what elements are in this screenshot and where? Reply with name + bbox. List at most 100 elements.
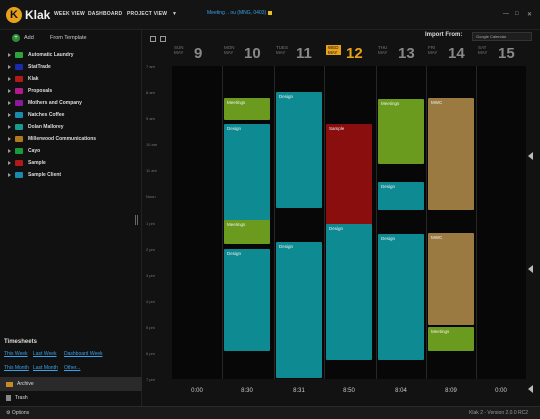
version-text: Klak 2 - Version 2.0.0 RC2 <box>469 410 528 416</box>
calendar-event[interactable]: Meetings <box>378 99 424 164</box>
expand-arrow-icon[interactable] <box>8 101 11 105</box>
calendar-event[interactable]: Design <box>224 124 270 230</box>
project-item[interactable]: StatTrade <box>8 61 138 73</box>
time-label: 1 pm <box>146 220 155 226</box>
nav-project-view[interactable]: PROJECT VIEW <box>127 11 168 17</box>
day-header[interactable]: MON MAY 10 <box>222 44 272 66</box>
calendar-event[interactable]: Design <box>224 249 270 351</box>
app-logo: K Klak <box>6 7 50 23</box>
project-item[interactable]: Proposals <box>8 85 138 97</box>
trash-label: Trash <box>15 395 28 401</box>
calendar-view-toggle-icon[interactable] <box>150 36 156 42</box>
folder-icon <box>15 124 23 130</box>
project-item[interactable]: Dolan Mallorey <box>8 121 138 133</box>
project-item[interactable]: Automatic Laundry <box>8 49 138 61</box>
expand-arrow-icon[interactable] <box>8 137 11 141</box>
scroll-left-arrow-icon[interactable] <box>528 265 533 273</box>
nav-dropdown-icon[interactable]: ▼ <box>172 11 177 17</box>
expand-arrow-icon[interactable] <box>8 89 11 93</box>
timesheet-dashboard-week[interactable]: Dashboard Week <box>64 351 103 357</box>
expand-arrow-icon[interactable] <box>8 149 11 153</box>
calendar-event[interactable]: Design <box>276 242 322 378</box>
day-header[interactable]: TUES MAY 11 <box>274 44 324 66</box>
timesheet-last-week[interactable]: Last Week <box>33 351 57 357</box>
calendar-event[interactable]: Design <box>378 234 424 360</box>
maximize-button[interactable]: □ <box>515 11 519 17</box>
project-item[interactable]: Mothers and Company <box>8 97 138 109</box>
nav-week-view[interactable]: WEEK VIEW <box>54 11 85 17</box>
calendar-event[interactable]: MWC <box>428 233 474 325</box>
project-name: Natches Coffee <box>28 112 65 118</box>
day-number: 13 <box>398 45 415 62</box>
event-label: Meetings <box>227 222 246 227</box>
calendar-event[interactable]: Meetings <box>224 98 270 120</box>
event-label: Design <box>227 251 242 256</box>
minimize-button[interactable]: — <box>503 11 509 17</box>
event-label: Sample <box>329 126 345 131</box>
week-calendar: Import From: Google Calendar SUN MAY 9 MON M… <box>142 30 540 406</box>
calendar-event[interactable]: Design <box>276 92 322 208</box>
day-header[interactable]: SAT MAY 15 <box>476 44 526 66</box>
project-item[interactable]: Sample Client <box>8 169 138 181</box>
event-label: Design <box>329 226 344 231</box>
project-item[interactable]: Natches Coffee <box>8 109 138 121</box>
timesheet-this-month[interactable]: This Month <box>4 365 29 371</box>
folder-icon <box>15 100 23 106</box>
project-list: Automatic Laundry StatTrade Klak Proposals M… <box>8 49 138 181</box>
calendar-event[interactable]: Meetings <box>224 220 270 244</box>
timesheet-last-month[interactable]: Last Month <box>33 365 58 371</box>
calendar-event[interactable]: Sample <box>326 124 372 234</box>
trash-item[interactable]: Trash <box>6 395 28 401</box>
timesheet-other[interactable]: Other... <box>64 365 81 371</box>
day-column-divider <box>376 66 377 379</box>
calendar-add-icon[interactable] <box>160 36 166 42</box>
project-item[interactable]: Sample <box>8 157 138 169</box>
expand-arrow-icon[interactable] <box>8 125 11 129</box>
day-column-divider <box>426 66 427 379</box>
day-total-time: 8:31 <box>293 388 305 394</box>
project-name: Millerwood Communications <box>28 136 97 142</box>
import-source-select[interactable]: Google Calendar <box>472 32 532 41</box>
time-label: 4 pm <box>146 298 155 304</box>
archive-item[interactable]: Archive <box>0 377 142 391</box>
close-button[interactable]: ✕ <box>527 12 533 18</box>
trash-icon <box>6 395 11 401</box>
scroll-left-arrow-icon[interactable] <box>528 385 533 393</box>
options-button[interactable]: ⚙ Options <box>6 410 30 416</box>
expand-arrow-icon[interactable] <box>8 113 11 117</box>
day-header[interactable]: WED MAY 12 <box>324 44 374 66</box>
top-bar: K Klak WEEK VIEW DASHBOARD PROJECT VIEW … <box>0 0 540 30</box>
scroll-left-arrow-icon[interactable] <box>528 152 533 160</box>
day-name: FRI MAY <box>428 45 438 55</box>
expand-arrow-icon[interactable] <box>8 173 11 177</box>
expand-arrow-icon[interactable] <box>8 161 11 165</box>
sidebar-resize-handle[interactable] <box>135 215 138 225</box>
project-item[interactable]: Millerwood Communications <box>8 133 138 145</box>
time-label: 9 am <box>146 116 155 122</box>
time-label: 2 pm <box>146 246 155 252</box>
expand-arrow-icon[interactable] <box>8 65 11 69</box>
day-header[interactable]: FRI MAY 14 <box>426 44 476 66</box>
calendar-grid[interactable]: Meetings Design Meetings Design Design Design… <box>172 66 526 379</box>
event-label: Meetings <box>227 100 246 105</box>
calendar-event[interactable]: Design <box>378 182 424 210</box>
calendar-event[interactable]: Meetings <box>428 327 474 351</box>
folder-icon <box>15 148 23 154</box>
timesheet-this-week[interactable]: This Week <box>4 351 28 357</box>
expand-arrow-icon[interactable] <box>8 77 11 81</box>
from-template-button[interactable]: From Template <box>50 35 87 41</box>
logo-clock-icon: K <box>6 7 22 23</box>
time-label: 5 pm <box>146 324 155 330</box>
project-item[interactable]: Klak <box>8 73 138 85</box>
running-timer-status[interactable]: Meeting .. ou (MNG, 0403) <box>207 10 273 16</box>
calendar-event[interactable]: Design <box>326 224 372 360</box>
day-number: 9 <box>194 45 203 62</box>
add-project-button[interactable]: + Add <box>12 34 34 42</box>
day-header[interactable]: THU MAY 13 <box>376 44 426 66</box>
project-item[interactable]: Cayo <box>8 145 138 157</box>
day-header[interactable]: SUN MAY 9 <box>172 44 222 66</box>
expand-arrow-icon[interactable] <box>8 53 11 57</box>
nav-dashboard[interactable]: DASHBOARD <box>88 11 123 17</box>
day-number: 11 <box>296 45 312 62</box>
calendar-event[interactable]: MWC <box>428 98 474 210</box>
